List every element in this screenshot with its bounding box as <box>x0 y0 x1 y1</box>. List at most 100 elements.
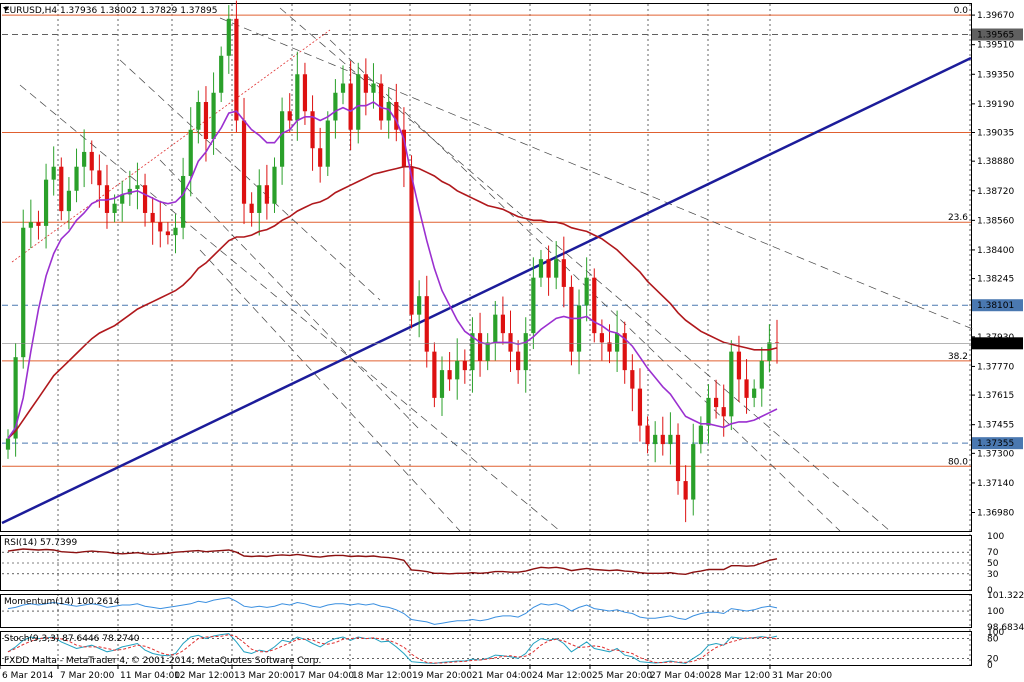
candle-body <box>417 296 422 315</box>
candle-body <box>721 407 726 417</box>
fib-level-label: 0.0 <box>954 6 969 16</box>
candle-body <box>744 379 749 398</box>
candle-body <box>226 18 231 56</box>
candle-body <box>538 259 544 278</box>
stoch-tick-label: 100 <box>987 628 1004 638</box>
candle-body <box>333 92 338 121</box>
candle-body <box>698 425 703 445</box>
stoch-tick-label: 20 <box>987 654 999 664</box>
candle-body <box>531 277 536 334</box>
candle-body <box>188 129 193 176</box>
candle-body <box>554 259 559 278</box>
candle-body <box>386 102 391 121</box>
candle-body <box>120 194 125 204</box>
candle-body <box>432 351 437 398</box>
candle-body <box>82 151 87 167</box>
stoch-signal-line <box>7 634 778 664</box>
trendline <box>1 56 972 525</box>
candle-body <box>89 151 94 171</box>
stoch-tick-label: 0 <box>987 661 993 671</box>
ma-slow-line <box>7 165 778 440</box>
candle-body <box>485 342 490 361</box>
candle-body <box>13 357 18 439</box>
candle-body <box>516 351 521 371</box>
copyright-text: FXDD Malta - MetaTrader 4, © 2001-2014, … <box>4 656 321 666</box>
price-tick-label: 1.37770 <box>977 362 1014 372</box>
fib-level-label: 38.2 <box>948 352 968 362</box>
price-tick-label: 1.36980 <box>977 509 1014 519</box>
candle-body <box>713 397 719 408</box>
candle-body <box>97 170 102 186</box>
fib-level-label: 23.6 <box>948 213 968 223</box>
candle-body <box>736 351 742 380</box>
candle-body <box>28 222 33 228</box>
fib-baseline <box>11 29 331 263</box>
price-tick-label: 1.39670 <box>977 11 1014 21</box>
candle-body <box>576 305 582 352</box>
candle-body <box>356 74 361 130</box>
price-tags: 1.39565 1.38101 1.37355 1.37895 <box>2 28 1023 450</box>
candle-body <box>470 333 475 371</box>
candle-body <box>150 212 155 223</box>
candle-body <box>203 102 209 139</box>
stoch-tick-label: 80 <box>987 635 999 645</box>
candle-body <box>637 388 643 426</box>
channel-line <box>219 17 976 331</box>
rsi-tick-label: 30 <box>987 570 999 580</box>
candle-body <box>645 425 650 445</box>
candle-body <box>691 444 696 500</box>
candle-body <box>74 166 79 191</box>
price-tick-label: 1.37300 <box>977 449 1014 459</box>
candle-body <box>630 370 635 389</box>
time-tick-label: 6 Mar 2014 <box>2 671 54 681</box>
time-tick-label: 28 Mar 12:00 <box>710 671 770 681</box>
candle-body <box>127 188 132 195</box>
rsi-tick-label: 100 <box>987 532 1004 542</box>
candle-body <box>363 74 368 93</box>
price-tick-label: 1.37140 <box>977 479 1014 489</box>
candle-body <box>36 222 41 226</box>
candle-body <box>211 92 216 139</box>
candle-body <box>767 342 772 361</box>
candlesticks <box>5 0 780 523</box>
rsi-tick-label: 70 <box>987 548 999 558</box>
price-tick-label: 1.37455 <box>977 421 1014 431</box>
candle-body <box>371 83 376 93</box>
price-tick-label: 1.38720 <box>977 187 1014 197</box>
candle-body <box>584 277 589 306</box>
candle-body <box>340 83 346 93</box>
candle-body <box>165 231 170 236</box>
channel-line <box>159 159 421 431</box>
candle-body <box>455 360 460 380</box>
candle-body <box>546 259 551 278</box>
price-tick-label: 1.38400 <box>977 246 1014 256</box>
grid-lines <box>57 4 971 665</box>
candle-body <box>5 438 11 450</box>
candle-body <box>424 296 429 352</box>
price-tag-box <box>972 28 1023 41</box>
candle-body <box>500 314 505 334</box>
time-tick-label: 18 Mar 12:00 <box>352 671 412 681</box>
candle-body <box>325 120 330 167</box>
current-price-label: 1.37895 <box>977 339 1014 349</box>
time-tick-label: 12 Mar 12:00 <box>174 671 234 681</box>
candle-body <box>234 18 239 121</box>
chart-menu-arrow-icon[interactable] <box>3 7 9 11</box>
price-tag-label: 1.39565 <box>977 31 1014 41</box>
candle-body <box>219 55 224 93</box>
candle-body <box>675 434 681 482</box>
candle-body <box>142 185 148 213</box>
candle-body <box>249 203 254 213</box>
price-tick-label: 1.39190 <box>977 100 1014 110</box>
candle-body <box>622 333 627 371</box>
candle-body <box>729 351 734 417</box>
candle-body <box>439 370 445 398</box>
candle-body <box>173 227 178 236</box>
channel-line <box>199 249 461 532</box>
candle-body <box>241 120 247 204</box>
support-trendline <box>1 56 972 525</box>
chart-title: EURUSD,H4 1.37936 1.38002 1.37829 1.3789… <box>4 6 217 16</box>
